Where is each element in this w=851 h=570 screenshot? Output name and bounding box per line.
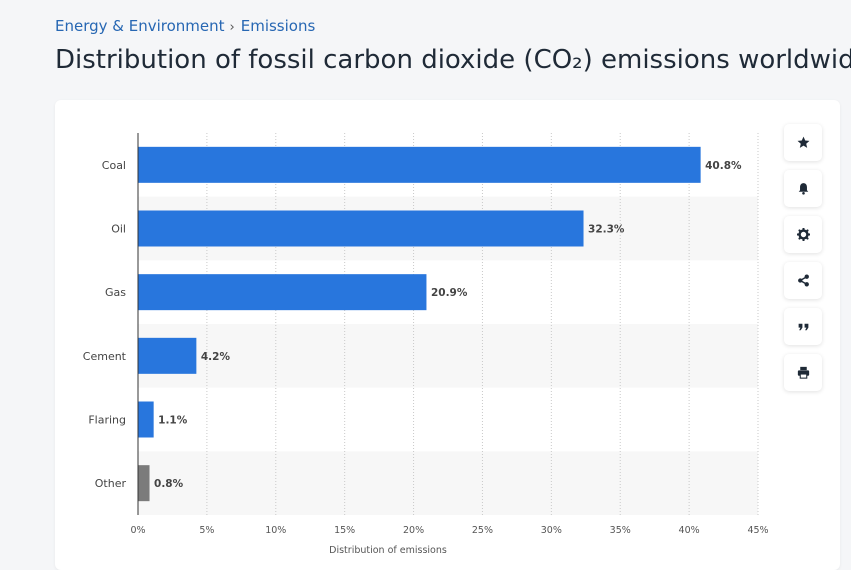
category-label-oil: Oil bbox=[111, 223, 126, 236]
x-tick-label: 10% bbox=[265, 525, 286, 536]
value-label-flaring: 1.1% bbox=[158, 415, 188, 427]
value-label-coal: 40.8% bbox=[705, 160, 742, 172]
breadcrumb-link-emissions[interactable]: Emissions bbox=[240, 17, 316, 35]
x-tick-label: 25% bbox=[472, 525, 493, 536]
category-label-other: Other bbox=[95, 477, 127, 490]
category-label-flaring: Flaring bbox=[88, 414, 126, 427]
category-label-coal: Coal bbox=[102, 159, 126, 172]
category-label-cement: Cement bbox=[83, 350, 127, 363]
favorite-button[interactable] bbox=[784, 124, 822, 161]
chart-toolbar bbox=[784, 124, 822, 391]
breadcrumb-link-energy[interactable]: Energy & Environment bbox=[55, 17, 225, 35]
bar-cement bbox=[138, 337, 197, 374]
settings-button[interactable] bbox=[784, 216, 822, 253]
row-band bbox=[138, 324, 758, 388]
category-label-gas: Gas bbox=[105, 286, 126, 299]
gear-icon bbox=[796, 228, 810, 241]
breadcrumb-separator: › bbox=[229, 20, 235, 35]
value-label-cement: 4.2% bbox=[201, 351, 231, 363]
x-tick-label: 5% bbox=[199, 525, 214, 536]
row-band bbox=[138, 451, 758, 515]
page-title: Distribution of fossil carbon dioxide (C… bbox=[55, 45, 851, 75]
print-button[interactable] bbox=[784, 354, 822, 391]
cite-button[interactable] bbox=[784, 308, 822, 345]
bar-other bbox=[138, 465, 150, 502]
x-tick-label: 40% bbox=[679, 525, 700, 536]
x-tick-label: 0% bbox=[130, 525, 145, 536]
x-tick-label: 15% bbox=[334, 525, 355, 536]
bar-coal bbox=[138, 146, 701, 183]
x-tick-label: 30% bbox=[541, 525, 562, 536]
star-icon bbox=[797, 136, 809, 148]
notification-button[interactable] bbox=[784, 170, 822, 207]
share-icon bbox=[797, 274, 809, 287]
value-label-gas: 20.9% bbox=[431, 287, 468, 299]
value-label-other: 0.8% bbox=[154, 478, 184, 490]
x-tick-label: 20% bbox=[403, 525, 424, 536]
value-label-oil: 32.3% bbox=[588, 224, 625, 236]
quote-icon bbox=[798, 323, 808, 331]
x-axis-title: Distribution of emissions bbox=[329, 545, 447, 556]
bar-flaring bbox=[138, 401, 154, 438]
bar-oil bbox=[138, 210, 584, 247]
x-tick-label: 35% bbox=[610, 525, 631, 536]
share-button[interactable] bbox=[784, 262, 822, 299]
bar-gas bbox=[138, 274, 427, 311]
breadcrumb: Energy & Environment › Emissions bbox=[55, 17, 315, 35]
x-tick-label: 45% bbox=[747, 525, 768, 536]
bell-icon bbox=[798, 183, 808, 195]
print-icon bbox=[797, 366, 809, 379]
